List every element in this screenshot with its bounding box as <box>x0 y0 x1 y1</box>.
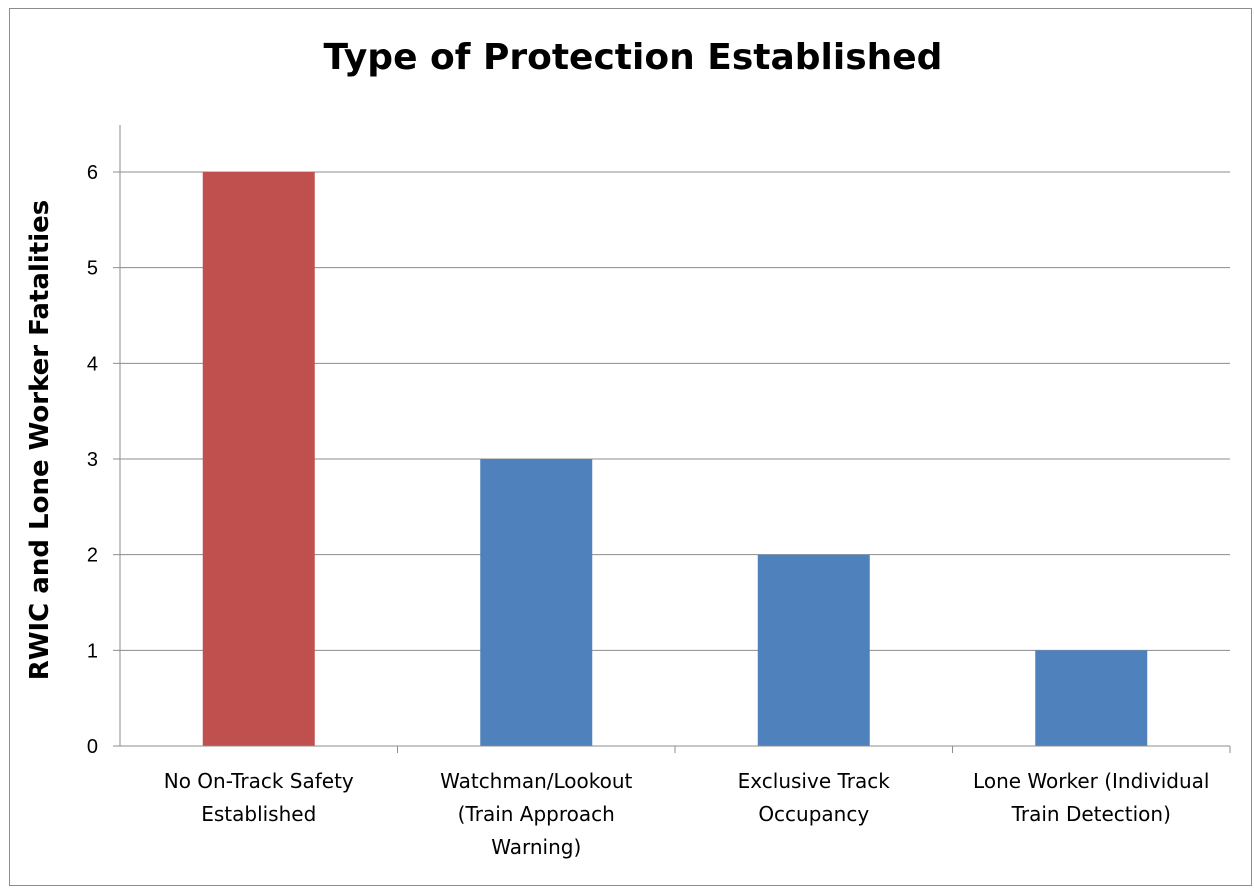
y-tick-label: 6 <box>87 162 98 184</box>
bar-1 <box>202 172 315 746</box>
bar-2 <box>480 459 593 746</box>
axes <box>119 125 1230 747</box>
chart-title: Type of Protection Established <box>323 37 943 78</box>
y-tick-label: 3 <box>87 449 98 471</box>
x-category-label: Exclusive Track Occupancy <box>738 769 891 826</box>
x-category-label: Watchman/Lookout (Train Approach Warning) <box>440 769 632 859</box>
x-category-label-line: Lone Worker (Individual <box>973 769 1209 793</box>
y-tick-labels: 0 1 2 3 4 5 6 <box>87 162 98 758</box>
y-axis-title: RWIC and Lone Worker Fatalities <box>25 200 55 680</box>
x-category-label-line: Established <box>201 802 316 826</box>
x-category-label: Lone Worker (Individual Train Detection) <box>973 769 1209 826</box>
x-category-label-line: Exclusive Track <box>738 769 891 793</box>
y-tick-label: 5 <box>87 258 98 280</box>
x-category-label: No On-Track Safety Established <box>164 769 354 826</box>
x-category-label-line: No On-Track Safety <box>164 769 354 793</box>
bar-3 <box>757 554 870 746</box>
bars <box>202 172 1148 746</box>
x-category-label-line: Warning) <box>491 835 581 859</box>
y-tick-label: 0 <box>87 736 98 758</box>
y-tick-label: 1 <box>87 640 98 662</box>
y-tick-label: 4 <box>87 353 98 375</box>
x-category-label-line: Occupancy <box>758 802 869 826</box>
x-category-label-line: (Train Approach <box>458 802 615 826</box>
x-category-label-line: Train Detection) <box>1011 802 1171 826</box>
bar-4 <box>1035 650 1148 746</box>
y-tick-label: 2 <box>87 545 98 567</box>
x-category-labels: No On-Track Safety Established Watchman/Lo… <box>164 769 1210 859</box>
x-category-label-line: Watchman/Lookout <box>440 769 632 793</box>
